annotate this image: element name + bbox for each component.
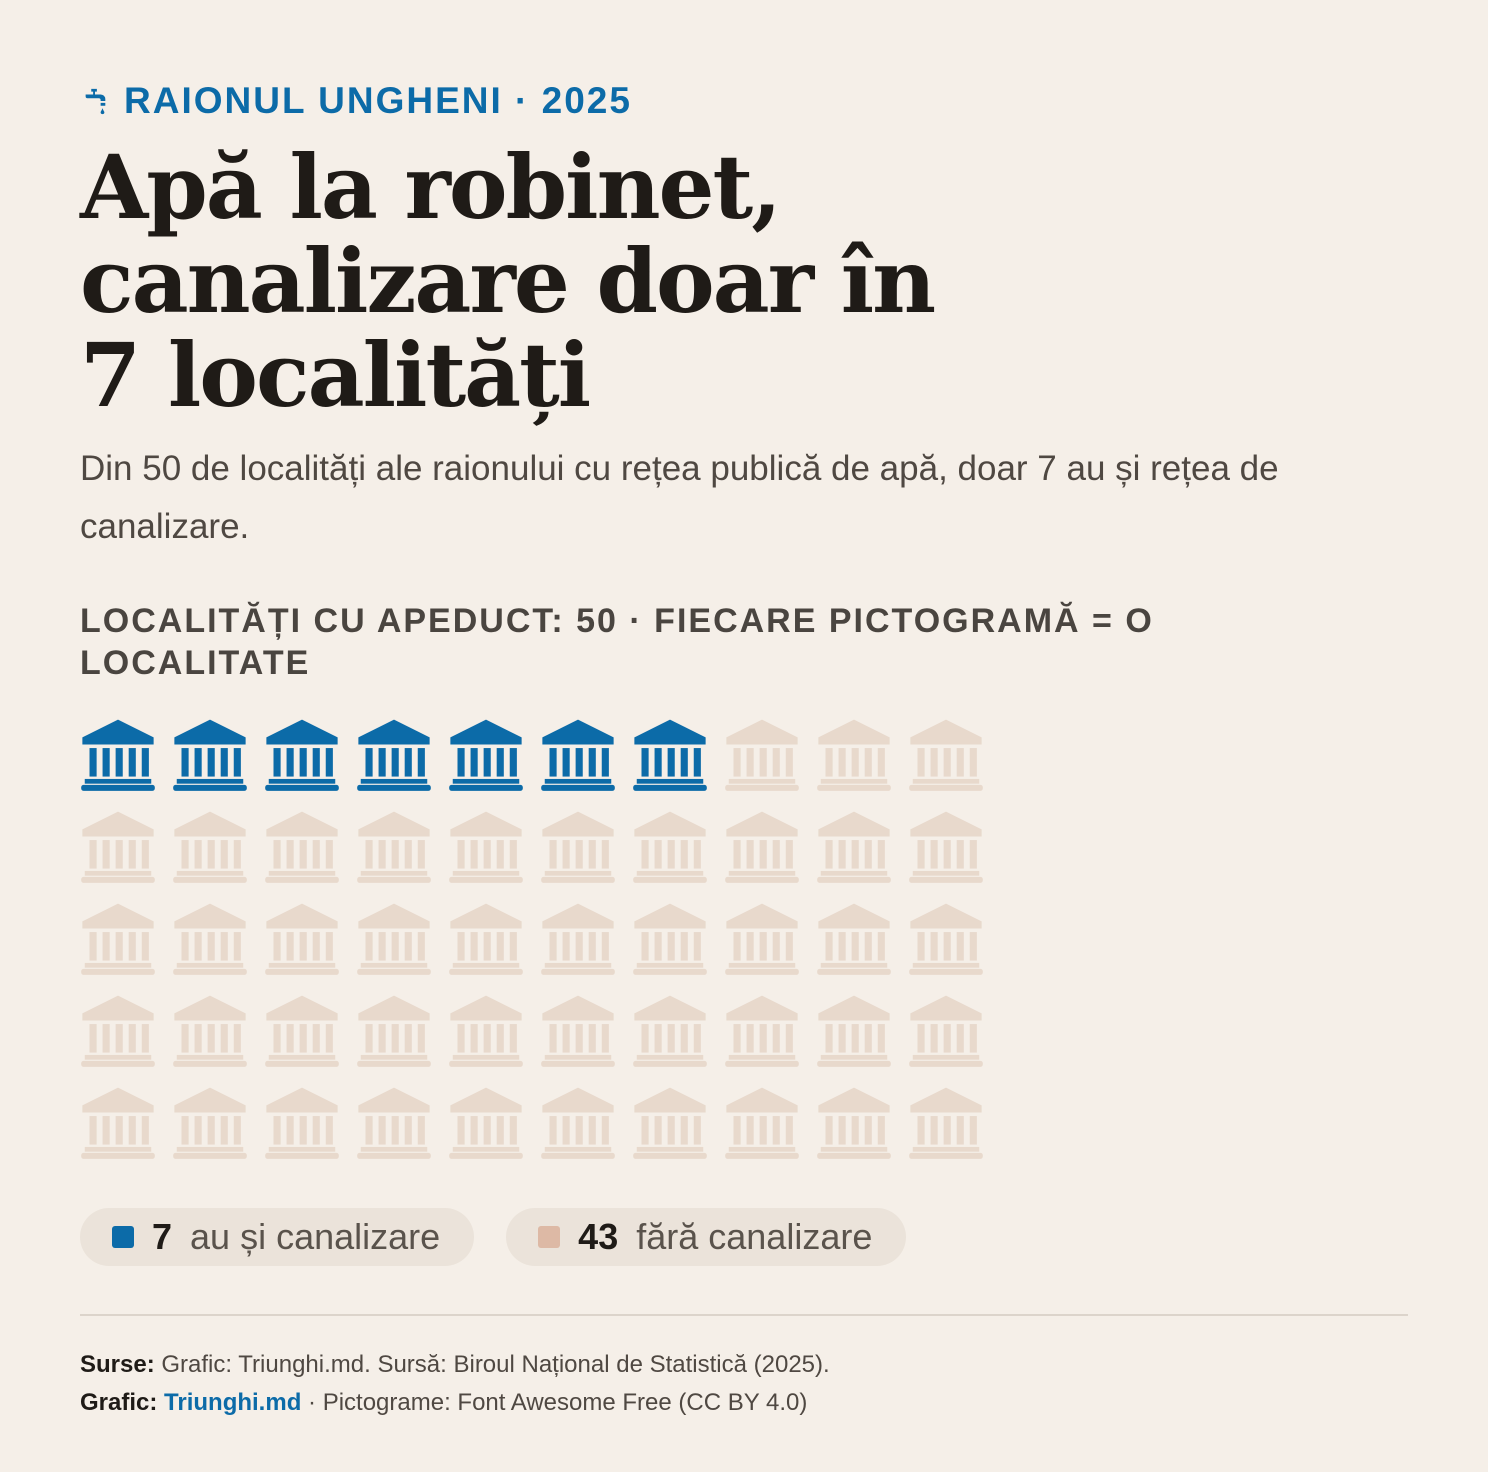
- legend-label: au și canalizare: [190, 1216, 441, 1257]
- landmark-icon: [633, 811, 707, 883]
- legend-swatch: [538, 1226, 561, 1248]
- legend-label: fără canalizare: [636, 1216, 873, 1257]
- chart-label: LOCALITĂȚI CU APEDUCT: 50 · FIECARE PICT…: [80, 602, 1154, 682]
- landmark-icon: [633, 995, 707, 1067]
- landmark-icon: [909, 903, 983, 975]
- landmark-icon: [173, 903, 247, 975]
- landmark-icon: [357, 811, 431, 883]
- landmark-icon: [265, 719, 339, 791]
- landmark-icon: [725, 903, 799, 975]
- landmark-icon: [725, 719, 799, 791]
- landmark-icon: [265, 903, 339, 975]
- landmark-icon: [357, 719, 431, 791]
- graphic-text: · Pictograme: Font Awesome Free (CC BY 4…: [301, 1389, 808, 1416]
- legend-swatch: [112, 1226, 134, 1248]
- landmark-icon: [725, 811, 799, 883]
- landmark-icon: [909, 719, 983, 791]
- landmark-icon: [725, 995, 799, 1067]
- faucet-icon: [85, 88, 106, 115]
- landmark-icon: [633, 903, 707, 975]
- landmark-icon: [909, 995, 983, 1067]
- kicker: RAIONUL UNGHENI · 2025: [80, 80, 632, 122]
- landmark-icon: [81, 719, 155, 791]
- triunghi-link[interactable]: Triunghi.md: [164, 1389, 302, 1416]
- divider: [80, 1314, 1408, 1316]
- legend: 7 au și canalizare 43 fără canalizare: [80, 1208, 907, 1266]
- landmark-icon: [173, 1087, 247, 1159]
- landmark-icon: [541, 1087, 615, 1159]
- landmark-icon: [357, 903, 431, 975]
- sources-label: Surse:: [80, 1351, 155, 1378]
- landmark-icon: [909, 811, 983, 883]
- landmark-icon: [817, 1087, 891, 1159]
- landmark-icon: [81, 811, 155, 883]
- landmark-icon: [81, 995, 155, 1067]
- landmark-icon: [541, 719, 615, 791]
- landmark-icon: [817, 811, 891, 883]
- landmark-icon: [265, 995, 339, 1067]
- footer: Surse: Grafic: Triunghi.md. Sursă: Birou…: [80, 1346, 830, 1422]
- legend-value: 7: [152, 1216, 173, 1257]
- sources-line: Surse: Grafic: Triunghi.md. Sursă: Birou…: [80, 1346, 830, 1384]
- landmark-icon: [357, 995, 431, 1067]
- legend-item-with-sewage: 7 au și canalizare: [80, 1208, 475, 1266]
- graphic-label: Grafic:: [80, 1389, 158, 1416]
- landmark-icon: [449, 903, 523, 975]
- legend-value: 43: [578, 1216, 619, 1257]
- landmark-icon: [449, 719, 523, 791]
- landmark-icon: [633, 1087, 707, 1159]
- landmark-icon: [265, 1087, 339, 1159]
- landmark-icon: [81, 1087, 155, 1159]
- legend-item-without-sewage: 43 fără canalizare: [506, 1208, 907, 1266]
- landmark-icon: [81, 903, 155, 975]
- landmark-icon: [541, 995, 615, 1067]
- landmark-icon: [265, 811, 339, 883]
- landmark-icon: [449, 1087, 523, 1159]
- landmark-icon: [817, 903, 891, 975]
- landmark-icon: [449, 995, 523, 1067]
- pictogram-grid: [80, 716, 1000, 1176]
- landmark-icon: [817, 995, 891, 1067]
- landmark-icon: [173, 719, 247, 791]
- subtitle: Din 50 de localități ale raionului cu re…: [80, 449, 1279, 546]
- landmark-icon: [173, 995, 247, 1067]
- landmark-icon: [633, 719, 707, 791]
- page-title: Apă la robinet, canalizare doar în 7 loc…: [80, 135, 936, 427]
- sources-text: Grafic: Triunghi.md. Sursă: Biroul Națio…: [161, 1351, 830, 1378]
- landmark-icon: [449, 811, 523, 883]
- landmark-icon: [357, 1087, 431, 1159]
- landmark-icon: [817, 719, 891, 791]
- graphic-line: Grafic: Triunghi.md · Pictograme: Font A…: [80, 1384, 830, 1422]
- landmark-icon: [173, 811, 247, 883]
- kicker-text: RAIONUL UNGHENI · 2025: [124, 80, 632, 121]
- landmark-icon: [725, 1087, 799, 1159]
- landmark-icon: [541, 811, 615, 883]
- landmark-icon: [909, 1087, 983, 1159]
- landmark-icon: [541, 903, 615, 975]
